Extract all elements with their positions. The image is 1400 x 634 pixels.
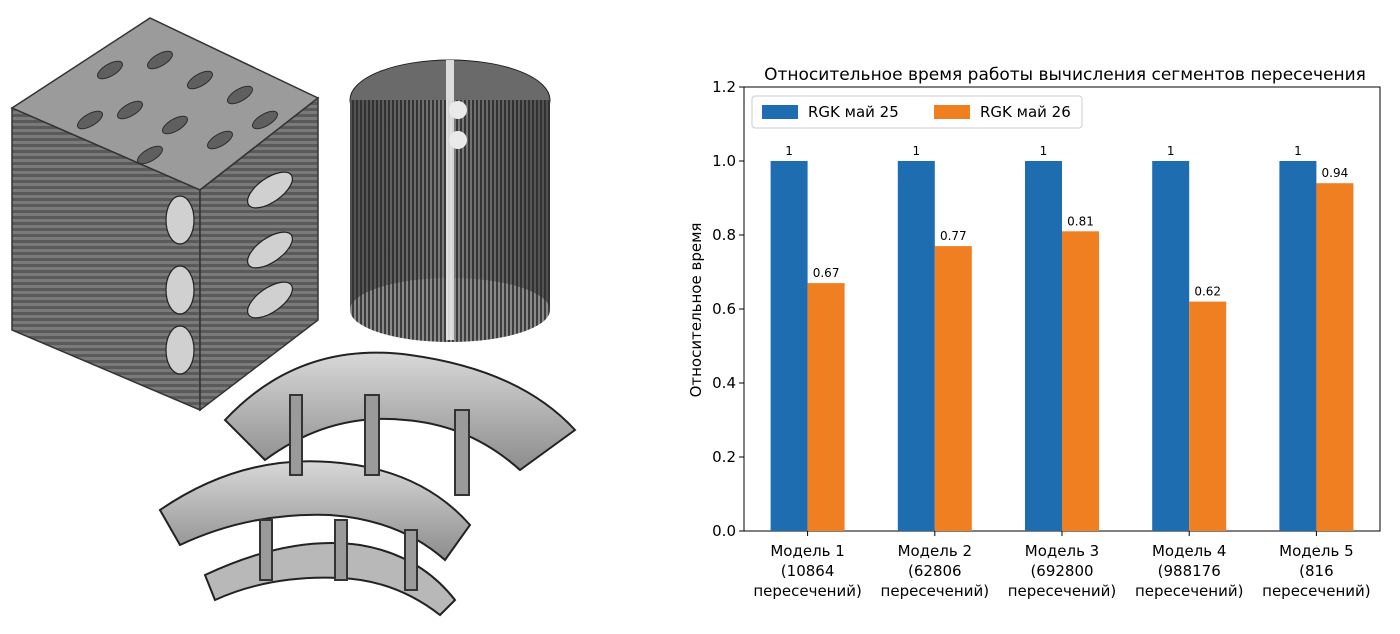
x-tick-label: пересечений) <box>1008 582 1117 600</box>
bar-1-2 <box>897 161 935 531</box>
x-tick-label: пересечений) <box>1135 582 1244 600</box>
plot-area: 0.0 0.2 0.4 0.6 0.8 1.0 1.2 1 0.67 Модель 1 (10864… <box>712 78 1381 600</box>
chart-panel: Относительное время работы вычисления се… <box>660 0 1400 630</box>
y-tick-label: 0.6 <box>712 300 736 318</box>
x-tick-label: Модель 4 <box>1152 542 1226 560</box>
bar-1-1 <box>770 161 808 531</box>
finned-cylinder-model <box>349 59 551 342</box>
bar-value-label: 1 <box>1167 144 1175 158</box>
bar-value-label: 0.81 <box>1067 214 1094 228</box>
bar-2-2 <box>934 246 972 531</box>
bar-1-5 <box>1279 161 1317 531</box>
bar-2-1 <box>807 283 845 531</box>
bar-value-label: 0.62 <box>1194 285 1221 299</box>
illustration-panel <box>0 0 640 630</box>
x-tick-label: пересечений) <box>753 582 862 600</box>
bar-1-4 <box>1152 161 1190 531</box>
legend-swatch-1 <box>762 105 798 119</box>
x-tick-label: (988176 <box>1158 562 1221 580</box>
bar-value-label: 0.94 <box>1322 166 1349 180</box>
y-tick-label: 1.2 <box>712 78 736 96</box>
y-tick-label: 1.0 <box>712 152 736 170</box>
x-tick-label: Модель 3 <box>1025 542 1099 560</box>
legend-label-2: RGK май 26 <box>980 103 1071 121</box>
bar-chart: Относительное время работы вычисления се… <box>687 65 1381 600</box>
x-tick-label: (816 <box>1299 562 1333 580</box>
x-tick-label: (692800 <box>1030 562 1093 580</box>
bar-value-label: 0.77 <box>940 229 967 243</box>
x-tick-label: пересечений) <box>1262 582 1371 600</box>
legend-box <box>751 95 1083 129</box>
bar-value-label: 0.67 <box>813 266 840 280</box>
bar-2-3 <box>1062 231 1099 532</box>
y-tick-label: 0.0 <box>712 522 736 540</box>
x-tick-label: Модель 1 <box>770 542 844 560</box>
legend-label-1: RGK май 25 <box>808 103 899 121</box>
y-tick-label: 0.8 <box>712 226 736 244</box>
y-tick-label: 0.4 <box>712 374 736 392</box>
x-tick-label: (10864 <box>781 562 835 580</box>
lattice-cube-model <box>10 17 320 412</box>
y-tick-label: 0.2 <box>712 448 736 466</box>
bar-2-4 <box>1189 301 1227 531</box>
bar-2-5 <box>1316 183 1354 531</box>
x-tick-label: (62806 <box>908 562 962 580</box>
turbine-segment-model <box>158 351 577 617</box>
y-axis-label: Относительное время <box>687 223 705 398</box>
legend-swatch-2 <box>934 105 970 119</box>
illustration-svg <box>10 17 577 617</box>
bar-value-label: 1 <box>912 144 920 158</box>
chart-title: Относительное время работы вычисления се… <box>764 65 1366 85</box>
bar-value-label: 1 <box>785 144 793 158</box>
bar-value-label: 1 <box>1040 144 1048 158</box>
x-tick-label: Модель 2 <box>898 542 972 560</box>
x-tick-label: Модель 5 <box>1279 542 1353 560</box>
x-tick-label: пересечений) <box>881 582 990 600</box>
bar-1-3 <box>1025 161 1062 531</box>
legend: RGK май 25 RGK май 26 <box>751 95 1083 129</box>
bar-value-label: 1 <box>1294 144 1302 158</box>
